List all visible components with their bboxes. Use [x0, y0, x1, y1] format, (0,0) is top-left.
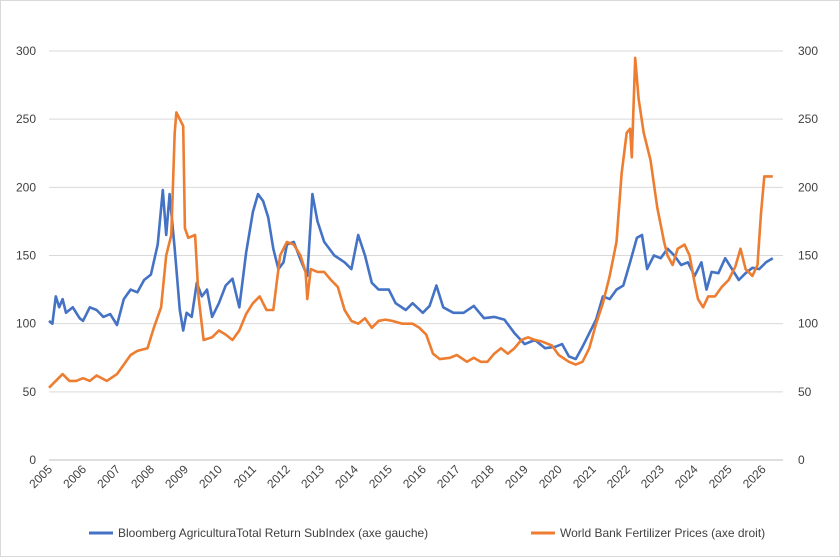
x-tick-label: 2012	[264, 462, 293, 491]
y-left-tick-label: 300	[16, 44, 36, 58]
x-tick-label: 2006	[60, 462, 89, 491]
x-tick-label: 2007	[94, 462, 123, 491]
x-tick-label: 2018	[468, 462, 497, 491]
x-tick-label: 2010	[196, 462, 225, 491]
x-tick-label: 2022	[604, 462, 633, 491]
series-line-1	[48, 188, 774, 361]
y-right-tick-label: 100	[798, 317, 818, 331]
x-tick-label: 2015	[366, 462, 395, 491]
x-tick-label: 2019	[502, 462, 531, 491]
y-left-tick-label: 200	[16, 180, 36, 194]
y-right-tick-label: 150	[798, 249, 818, 263]
series-line-2	[48, 56, 773, 389]
y-left-tick-label: 0	[29, 453, 36, 467]
x-tick-label: 2009	[162, 462, 191, 491]
x-tick-label: 2017	[434, 462, 463, 491]
x-tick-label: 2025	[706, 462, 735, 491]
y-left-tick-label: 250	[16, 112, 36, 126]
x-tick-label: 2024	[672, 462, 701, 491]
y-right-tick-label: 50	[798, 385, 812, 399]
y-left-tick-label: 50	[23, 385, 37, 399]
y-left-tick-label: 100	[16, 317, 36, 331]
x-tick-label: 2021	[570, 462, 599, 491]
x-tick-label: 2020	[536, 462, 565, 491]
y-right-tick-label: 200	[798, 180, 818, 194]
x-tick-label: 2013	[298, 462, 327, 491]
x-tick-label: 2026	[740, 462, 769, 491]
y-right-tick-label: 300	[798, 44, 818, 58]
legend-label-1: Bloomberg AgriculturaTotal Return SubInd…	[118, 526, 428, 540]
y-left-tick-label: 150	[16, 249, 36, 263]
x-tick-label: 2011	[231, 462, 259, 490]
x-tick-label: 2014	[332, 462, 361, 491]
y-right-tick-label: 250	[798, 112, 818, 126]
legend-label-2: World Bank Fertilizer Prices (axe droit)	[560, 526, 765, 540]
y-right-tick-label: 0	[798, 453, 805, 467]
x-tick-label: 2023	[638, 462, 667, 491]
x-tick-label: 2016	[400, 462, 429, 491]
x-tick-label: 2008	[128, 462, 157, 491]
